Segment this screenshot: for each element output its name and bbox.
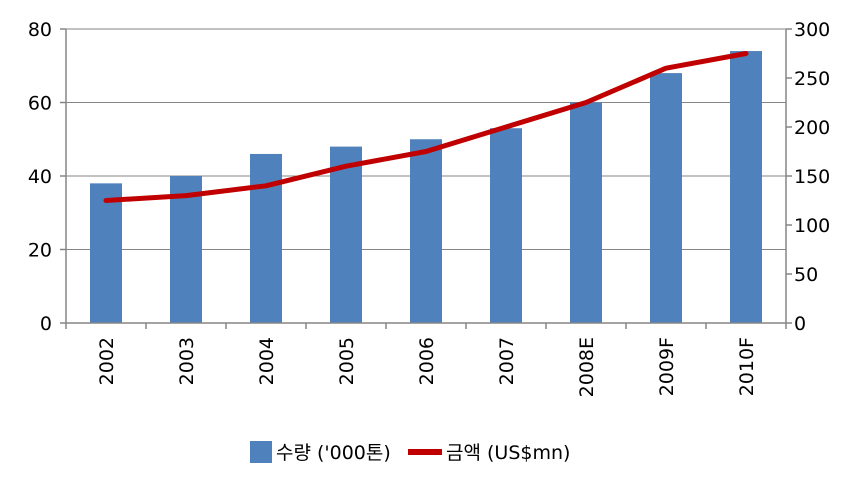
legend: 수량 ('000톤) 금액 (US$mn) [250,441,570,464]
bar-2004 [250,153,282,323]
bar-2009F [650,73,682,323]
bar-2002 [90,183,122,323]
x-tick-label-2006: 2006 [416,337,438,385]
legend-bar-label: 수량 ('000톤) [276,442,391,464]
left-tick-label: 0 [40,313,52,335]
x-tick-label-2010F: 2010F [736,337,758,396]
right-tick-label: 100 [794,215,830,237]
bar-2008E [570,102,602,323]
left-tick-label: 60 [28,93,52,115]
bar-2006 [410,139,442,323]
left-axis-tick-labels: 0 20 40 60 80 [28,19,52,335]
bar-2003 [170,176,202,323]
left-tick-label: 40 [28,166,52,188]
legend-line-label: 금액 (US$mn) [446,442,570,464]
right-tick-label: 150 [794,166,830,188]
right-tick-label: 50 [794,264,818,286]
line-series [103,51,749,203]
x-tick-label-2005: 2005 [336,337,358,385]
x-tick-label-2002: 2002 [96,337,118,385]
bar-2005 [330,146,362,323]
right-axis-tick-labels: 0 50 100 150 200 250 300 [794,19,830,335]
x-tick-label-2008E: 2008E [576,337,598,397]
axes [60,28,792,329]
x-tick-label-2007: 2007 [496,337,518,385]
legend-bar-swatch [250,441,272,463]
right-tick-label: 300 [794,19,830,41]
bar-2010F [730,51,762,324]
x-axis-tick-labels: 2002 2003 2004 2005 2006 2007 2008E 2009F 2010F [96,337,758,397]
right-tick-label: 0 [794,313,806,335]
x-tick-label-2003: 2003 [176,337,198,385]
bar-2007 [490,128,522,323]
x-tick-label-2004: 2004 [256,337,278,385]
x-tick-label-2009F: 2009F [656,337,678,396]
right-tick-label: 250 [794,68,830,90]
line-amount [103,51,749,203]
left-tick-label: 20 [28,240,52,262]
right-tick-label: 200 [794,117,830,139]
bar-series [90,51,762,324]
left-tick-label: 80 [28,19,52,41]
